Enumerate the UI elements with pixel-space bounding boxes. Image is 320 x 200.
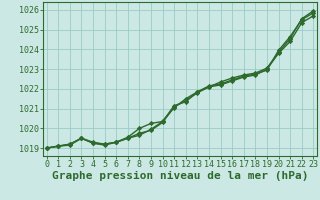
X-axis label: Graphe pression niveau de la mer (hPa): Graphe pression niveau de la mer (hPa) — [52, 171, 308, 181]
